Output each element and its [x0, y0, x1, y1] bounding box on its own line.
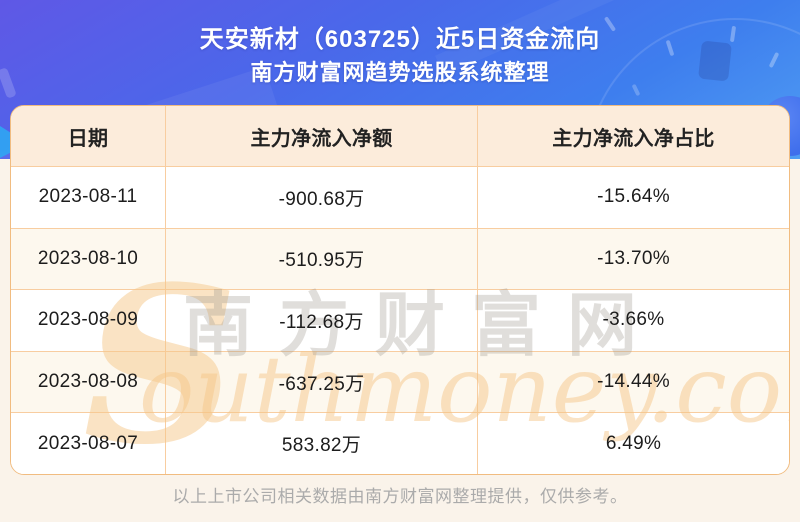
date-value: 2023-08-10	[37, 247, 139, 269]
table-header-row: 日期 主力净流入净额 主力净流入净占比	[11, 106, 789, 166]
page-subtitle: 南方财富网趋势选股系统整理	[250, 60, 550, 85]
net-inflow-value: -510.95万	[278, 250, 365, 272]
title-block: 天安新材（603725）近5日资金流向 南方财富网趋势选股系统整理	[0, 24, 800, 88]
net-inflow-value: -637.25万	[278, 373, 365, 395]
date-value: 2023-08-07	[37, 432, 139, 454]
table-row: 2023-08-09 -112.68万 -3.66%	[11, 289, 789, 351]
page-title: 天安新材（603725）近5日资金流向	[199, 26, 601, 53]
cell-date: 2023-08-08	[11, 351, 166, 413]
cell-net-inflow: -637.25万	[166, 351, 478, 413]
column-header-label: 主力净流入净额	[250, 127, 393, 150]
column-header-net-inflow-ratio: 主力净流入净占比	[478, 106, 789, 166]
net-inflow-ratio-value: -13.70%	[597, 247, 670, 269]
cell-date: 2023-08-10	[11, 228, 166, 290]
net-inflow-value: -112.68万	[279, 311, 364, 333]
cell-date: 2023-08-11	[11, 167, 166, 228]
column-header-label: 主力净流入净占比	[552, 127, 715, 150]
fund-flow-table: 日期 主力净流入净额 主力净流入净占比 2023-08-11 -900.68万 …	[10, 105, 790, 475]
cell-net-inflow-ratio: 6.49%	[478, 413, 789, 474]
cell-net-inflow: -900.68万	[166, 167, 478, 228]
cell-net-inflow: 583.82万	[166, 413, 478, 474]
net-inflow-value: -900.68万	[278, 188, 365, 210]
table-row: 2023-08-07 583.82万 6.49%	[11, 412, 789, 474]
date-value: 2023-08-11	[38, 186, 138, 208]
cell-net-inflow: -112.68万	[166, 290, 478, 351]
table-row: 2023-08-11 -900.68万 -15.64%	[11, 166, 789, 228]
footer-note: 以上上市公司相关数据由南方财富网整理提供，仅供参考。	[172, 487, 628, 506]
cell-date: 2023-08-07	[11, 413, 166, 474]
net-inflow-value: 583.82万	[281, 435, 362, 457]
cell-net-inflow-ratio: -3.66%	[478, 290, 789, 351]
net-inflow-ratio-value: -15.64%	[597, 186, 670, 208]
column-header-net-inflow: 主力净流入净额	[166, 106, 478, 166]
cell-net-inflow: -510.95万	[166, 228, 478, 290]
cell-date: 2023-08-09	[11, 290, 166, 351]
column-header-date: 日期	[11, 106, 166, 166]
cell-net-inflow-ratio: -14.44%	[478, 352, 789, 413]
net-inflow-ratio-value: -14.44%	[597, 371, 670, 393]
cell-net-inflow-ratio: -15.64%	[478, 167, 789, 228]
date-value: 2023-08-08	[37, 371, 139, 393]
date-value: 2023-08-09	[37, 309, 139, 331]
net-inflow-ratio-value: 6.49%	[605, 432, 662, 454]
table-row: 2023-08-08 -637.25万 -14.44%	[11, 350, 789, 413]
cell-net-inflow-ratio: -13.70%	[478, 229, 789, 290]
column-header-label: 日期	[67, 127, 109, 150]
net-inflow-ratio-value: -3.66%	[602, 309, 665, 331]
table-row: 2023-08-10 -510.95万 -13.70%	[11, 227, 789, 290]
